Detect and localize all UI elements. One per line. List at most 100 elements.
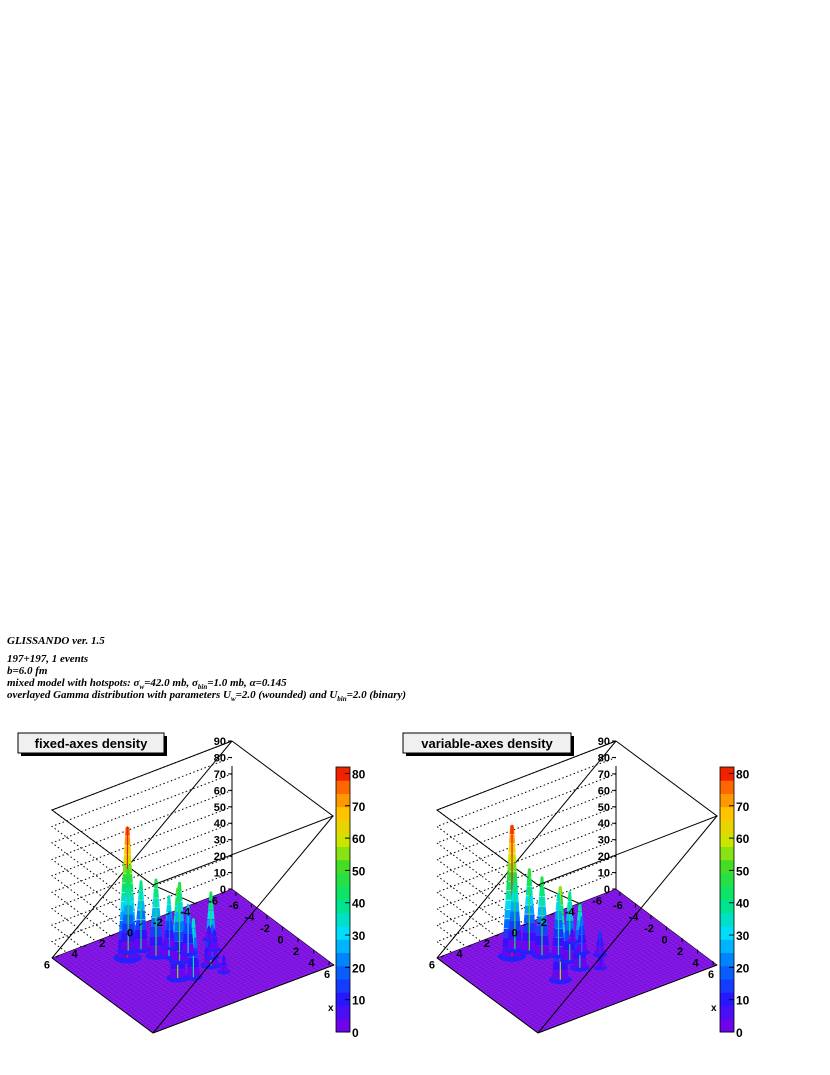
- y-tick-label: 4: [456, 949, 463, 961]
- top-back-edge: [435, 740, 617, 886]
- surface-peak-15: [202, 925, 216, 942]
- x-tick-label: 2: [677, 946, 683, 958]
- floor-mesh-y: [178, 909, 280, 985]
- z-tick-label: 0: [220, 884, 226, 896]
- colorbar-label: 70: [352, 800, 366, 814]
- x-tick-label: 4: [309, 958, 316, 970]
- colorbar-band: [720, 793, 734, 808]
- floor-mesh-y: [607, 891, 709, 968]
- gridline-90: [435, 740, 617, 886]
- floor-mesh-y: [207, 898, 309, 974]
- floor-mesh-x: [143, 957, 324, 1027]
- colorbar-band: [720, 873, 734, 887]
- floor-mesh-x: [127, 945, 308, 1015]
- floor-mesh-y: [567, 907, 669, 983]
- y-tick-label: -4: [565, 906, 576, 918]
- floor-mesh-x: [109, 931, 290, 1001]
- colorbar-label: 20: [352, 961, 366, 975]
- surface-peak-4: [145, 878, 167, 960]
- floor-mesh-x: [148, 960, 329, 1030]
- floor-mesh-x: [503, 938, 683, 1008]
- z-tick-label: 60: [214, 785, 226, 797]
- y-tick-label: 2: [99, 938, 105, 950]
- surface-peak-8: [161, 910, 178, 951]
- y-tick-label: -2: [537, 917, 547, 929]
- floor-mesh-y: [219, 893, 321, 969]
- floor-mesh-y: [558, 910, 661, 987]
- y-tick-mark: [83, 944, 87, 948]
- z-tick-label: 20: [214, 851, 226, 863]
- floor-mesh-x: [528, 957, 708, 1027]
- x-tick-label: -4: [629, 911, 640, 923]
- floor-mesh-y: [199, 901, 301, 977]
- floor-mesh-x: [123, 941, 304, 1012]
- colorbar-label: 50: [736, 864, 750, 878]
- y-axis-line: [51, 957, 154, 1034]
- z-tick-label: 40: [598, 818, 610, 830]
- y-tick-mark: [550, 912, 555, 916]
- z-tick-label: 10: [214, 868, 226, 880]
- colorbar-band: [720, 979, 734, 993]
- y-tick-label: 0: [127, 928, 133, 940]
- surface-peak-14: [217, 955, 231, 975]
- floor-mesh-y: [575, 904, 677, 980]
- floor-mesh-x: [146, 958, 327, 1029]
- floor-mesh-x: [508, 941, 688, 1012]
- z-tick-label: 60: [598, 785, 610, 797]
- floor-mesh-y: [595, 896, 697, 972]
- floor-mesh-x: [531, 958, 711, 1029]
- colorbar-band: [336, 952, 350, 967]
- floor-mesh-x: [512, 945, 692, 1015]
- front-edges: [436, 740, 719, 1034]
- floor-mesh-y: [579, 902, 681, 979]
- floor-mesh-y: [182, 907, 285, 983]
- z-axis-ticks: 0 10 20 30 40 50 60 70 80 90: [214, 736, 232, 896]
- x-tick-label: -2: [260, 923, 270, 935]
- z-tick-label: 80: [214, 752, 226, 764]
- colorbar-band: [336, 912, 350, 927]
- floor-mesh-y: [571, 906, 673, 982]
- top-front-edge: [537, 740, 719, 886]
- colorbar-label: 10: [736, 994, 750, 1008]
- y-tick-label: -2: [153, 917, 163, 929]
- title-box: [17, 732, 165, 754]
- header-model: mixed model with hotspots: σw=42.0 mb, σ…: [7, 677, 287, 691]
- colorbar-band: [336, 992, 350, 1006]
- colorbar-band: [336, 780, 350, 794]
- colorbar-band: [720, 833, 734, 847]
- floor-mesh-y: [591, 898, 693, 974]
- front-edges: [51, 740, 335, 1034]
- colorbar-label: 50: [352, 864, 366, 878]
- colorbar-band: [336, 833, 350, 847]
- y-tick-mark: [138, 923, 143, 926]
- floor-mesh-x: [526, 955, 706, 1025]
- z-axis-line: [436, 740, 617, 959]
- surface-peak-7: [179, 903, 197, 957]
- colorbar-label: 30: [736, 929, 750, 943]
- colorbar: 0 10 20 30 40 50 60 70 80: [335, 766, 366, 1040]
- floor-mesh-x: [517, 948, 697, 1018]
- colorbar: 0 10 20 30 40 50 60 70 80: [719, 766, 750, 1040]
- z-tick-label: 30: [598, 835, 610, 847]
- floor-mesh-y: [603, 893, 705, 969]
- x-tick-label: -2: [644, 923, 654, 935]
- surface-peak-2: [504, 873, 526, 954]
- surface-peak-4: [531, 876, 553, 960]
- gridline-70: [50, 773, 233, 919]
- header-impact: b=6.0 fm: [7, 665, 48, 677]
- colorbar-frame: [719, 766, 735, 1033]
- y-tick-mark: [495, 933, 500, 937]
- x-axis-label: x: [711, 1003, 717, 1014]
- colorbar-band: [720, 846, 734, 861]
- colorbar-band: [336, 873, 350, 887]
- y-tick-label: 6: [429, 959, 435, 971]
- colorbar-band: [720, 780, 734, 794]
- z-tick-label: 80: [598, 752, 610, 764]
- floor-mesh-y: [186, 906, 289, 982]
- colorbar-band: [720, 767, 734, 781]
- colorbar-label: 60: [736, 832, 750, 846]
- y-tick-mark: [605, 891, 610, 895]
- surface-peak-10: [592, 930, 608, 958]
- floor-mesh-x: [116, 936, 297, 1006]
